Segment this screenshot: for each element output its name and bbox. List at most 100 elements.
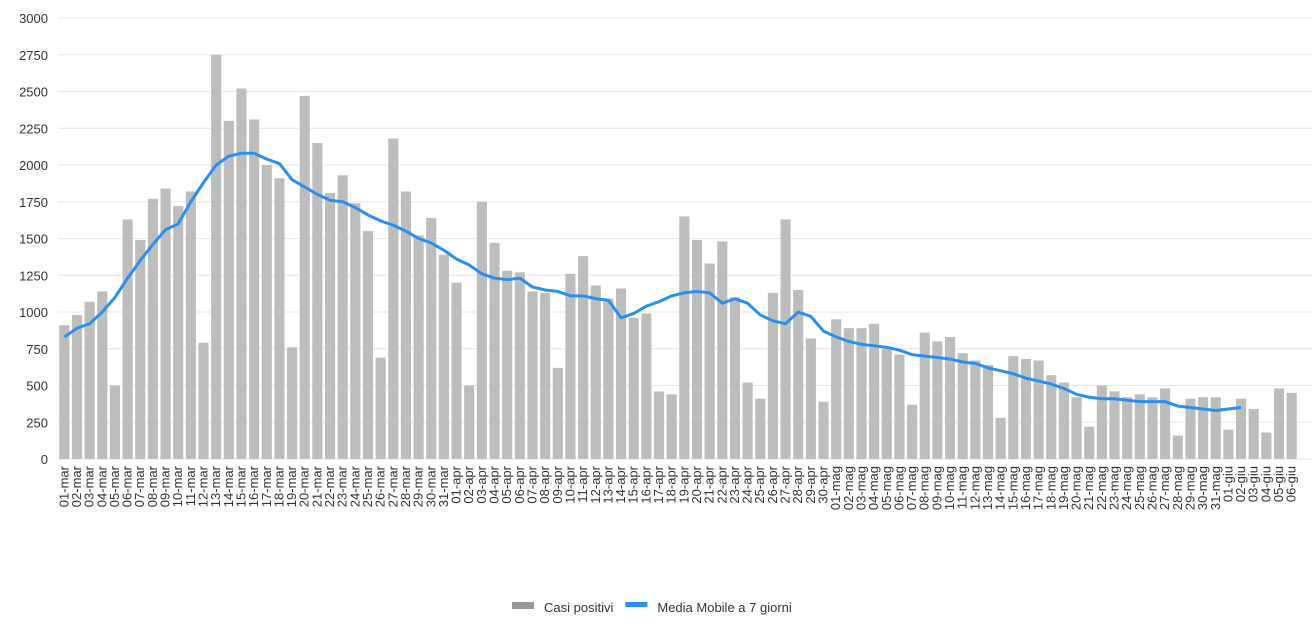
bar bbox=[476, 201, 487, 459]
x-tick-label: 10-mag bbox=[942, 466, 957, 510]
bar bbox=[211, 54, 222, 459]
bar bbox=[135, 239, 146, 459]
bar bbox=[995, 417, 1006, 459]
x-tick-label: 24-apr bbox=[740, 465, 755, 503]
bar bbox=[527, 291, 538, 459]
bar bbox=[1084, 426, 1095, 459]
bar bbox=[919, 332, 930, 459]
legend-swatch bbox=[625, 602, 648, 607]
x-tick-label: 12-mar bbox=[196, 465, 211, 507]
bar bbox=[350, 203, 361, 459]
x-tick-label: 28-apr bbox=[790, 465, 805, 503]
x-tick-label: 15-apr bbox=[626, 465, 641, 503]
x-tick-label: 06-mar bbox=[120, 465, 135, 507]
y-tick-label: 1000 bbox=[19, 305, 48, 320]
x-tick-label: 05-apr bbox=[499, 465, 514, 503]
x-tick-label: 18-apr bbox=[664, 465, 679, 503]
y-tick-label: 1250 bbox=[19, 268, 48, 283]
bar bbox=[653, 391, 665, 459]
bar bbox=[489, 242, 500, 459]
x-tick-label: 26-mar bbox=[373, 465, 388, 507]
x-tick-label: 28-mag bbox=[1170, 466, 1185, 510]
bar bbox=[1020, 359, 1032, 459]
bar bbox=[818, 401, 829, 459]
legend-label: Media Mobile a 7 giorni bbox=[657, 600, 792, 615]
x-tick-label: 01-apr bbox=[449, 465, 464, 503]
bar bbox=[856, 328, 867, 459]
bar bbox=[628, 317, 639, 459]
x-tick-label: 08-mag bbox=[917, 466, 932, 510]
bar bbox=[236, 88, 247, 459]
x-tick-label: 16-mag bbox=[1018, 466, 1033, 510]
bar bbox=[451, 282, 462, 459]
bar bbox=[1058, 382, 1069, 459]
x-tick-label: 05-giu bbox=[1271, 466, 1286, 502]
bar bbox=[982, 364, 994, 459]
x-tick-label: 20-mag bbox=[1069, 466, 1084, 510]
x-tick-label: 11-mag bbox=[955, 466, 970, 509]
y-tick-label: 2250 bbox=[19, 121, 48, 136]
bar bbox=[729, 297, 740, 459]
bar bbox=[59, 325, 70, 459]
x-tick-label: 06-giu bbox=[1284, 466, 1299, 502]
bar bbox=[1160, 388, 1171, 459]
bar bbox=[312, 142, 323, 459]
bar bbox=[616, 288, 627, 459]
x-tick-label: 21-mag bbox=[1081, 466, 1096, 510]
y-tick-label: 250 bbox=[26, 415, 48, 430]
bar bbox=[590, 285, 601, 459]
bar bbox=[502, 270, 513, 459]
bar bbox=[881, 348, 892, 459]
bar bbox=[438, 254, 449, 459]
x-tick-label: 11-apr bbox=[575, 465, 590, 502]
legend-swatch bbox=[512, 602, 534, 609]
bar bbox=[122, 219, 133, 459]
x-tick-label: 07-apr bbox=[524, 465, 539, 503]
x-tick-label: 15-mar bbox=[233, 465, 248, 507]
x-tick-label: 02-mar bbox=[69, 465, 84, 507]
bar bbox=[1122, 397, 1133, 459]
x-tick-label: 04-mag bbox=[866, 466, 881, 510]
x-tick-label: 31-mag bbox=[1208, 466, 1223, 510]
x-tick-label: 04-mar bbox=[94, 465, 109, 507]
bar bbox=[1172, 435, 1183, 459]
x-tick-label: 24-mag bbox=[1119, 466, 1134, 510]
x-tick-label: 25-mar bbox=[360, 465, 375, 507]
bar bbox=[805, 338, 816, 459]
x-tick-label: 16-mar bbox=[246, 465, 261, 507]
x-tick-label: 19-mar bbox=[284, 465, 299, 507]
bar bbox=[1071, 397, 1082, 459]
bar bbox=[767, 292, 778, 459]
y-tick-label: 1750 bbox=[19, 195, 48, 210]
bar bbox=[603, 298, 614, 459]
x-tick-label: 08-mar bbox=[145, 465, 160, 507]
bar bbox=[1236, 398, 1247, 459]
x-tick-label: 29-apr bbox=[803, 465, 818, 503]
bar bbox=[299, 95, 310, 459]
y-tick-label: 500 bbox=[26, 379, 48, 394]
bar bbox=[704, 263, 715, 459]
x-tick-label: 24-mar bbox=[347, 465, 362, 507]
x-tick-label: 05-mag bbox=[879, 466, 894, 510]
bar bbox=[160, 188, 171, 459]
bar bbox=[375, 357, 386, 459]
x-tick-label: 31-mar bbox=[436, 465, 451, 507]
bar bbox=[426, 217, 437, 459]
x-tick-label: 18-mag bbox=[1043, 466, 1058, 510]
bar bbox=[970, 360, 981, 459]
y-tick-label: 1500 bbox=[19, 232, 48, 247]
x-tick-label: 02-giu bbox=[1233, 466, 1248, 502]
x-tick-label: 20-apr bbox=[689, 465, 704, 503]
y-tick-label: 3000 bbox=[19, 11, 48, 26]
x-tick-label: 08-apr bbox=[537, 465, 552, 503]
x-tick-label: 16-apr bbox=[638, 465, 653, 503]
bar bbox=[1210, 397, 1221, 459]
x-tick-label: 22-mag bbox=[1094, 466, 1109, 510]
x-tick-label: 27-mag bbox=[1157, 466, 1172, 510]
bar bbox=[1096, 385, 1107, 459]
x-tick-label: 29-mag bbox=[1182, 466, 1197, 510]
x-tick-label: 02-mag bbox=[841, 466, 856, 510]
bar bbox=[831, 319, 842, 459]
x-tick-label: 18-mar bbox=[271, 465, 286, 507]
